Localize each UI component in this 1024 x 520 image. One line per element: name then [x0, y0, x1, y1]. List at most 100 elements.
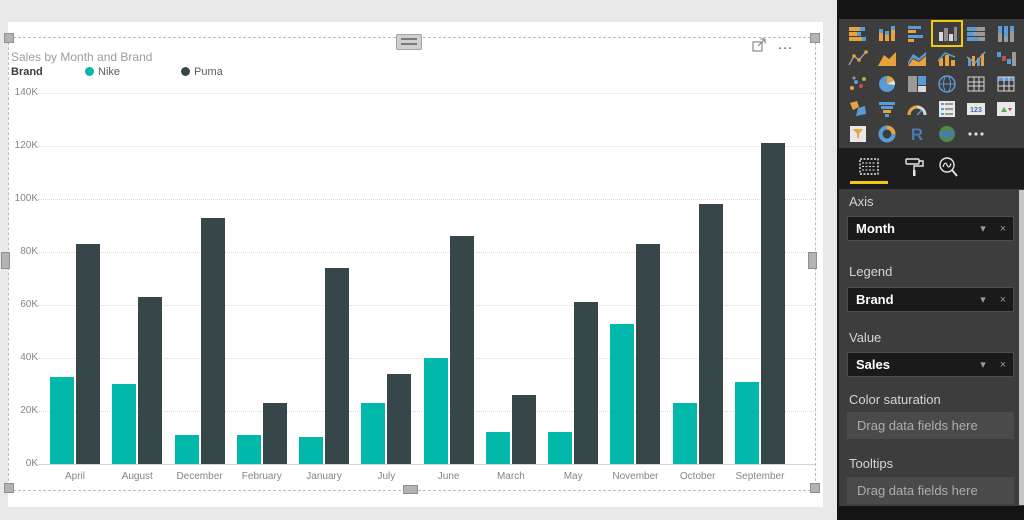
resize-handle-right[interactable] [808, 252, 817, 269]
viz-icon-matrix[interactable] [991, 71, 1021, 96]
bar-puma-january[interactable] [325, 268, 350, 464]
pane-bottom-strip [839, 506, 1024, 520]
chevron-down-icon[interactable]: ▾ [980, 359, 986, 371]
resize-handle-left[interactable] [1, 252, 10, 269]
resize-handle-top-left[interactable] [4, 33, 14, 43]
legend-title: Brand [11, 66, 43, 78]
gridline-140K [38, 93, 816, 94]
viz-icon-line-chart[interactable] [843, 46, 873, 71]
x-axis-tick: September [735, 471, 785, 482]
bar-nike-november[interactable] [610, 324, 635, 464]
bar-puma-september[interactable] [760, 143, 785, 464]
field-pill-brand[interactable]: Brand ▾ × [847, 287, 1014, 312]
more-options-icon[interactable]: … [777, 36, 795, 53]
plot-area: 0K 20K 40K 60K 80K 100K 120K 140K April August Dec… [8, 22, 823, 507]
visual-container[interactable]: … Sales by Month and Brand Brand Nike Pum… [8, 22, 823, 507]
bar-puma-february[interactable] [262, 403, 287, 464]
viz-icon-gauge[interactable] [902, 96, 932, 121]
analytics-icon [939, 156, 958, 177]
viz-icon-100-stacked-column-chart[interactable] [991, 21, 1021, 46]
viz-icon-stacked-area-chart[interactable] [902, 46, 932, 71]
x-axis-tick: December [176, 471, 223, 482]
svg-text:123: 123 [971, 107, 983, 114]
remove-field-icon[interactable]: × [999, 358, 1007, 371]
viz-icon-line-clustered-column-chart[interactable] [962, 46, 992, 71]
viz-icon-clustered-column-chart[interactable] [930, 20, 963, 47]
gridline-120K [38, 146, 816, 147]
viz-icon-card[interactable]: 123 [962, 96, 992, 121]
legend-item-nike[interactable]: Nike [85, 66, 120, 78]
resize-handle-bottom[interactable] [403, 485, 418, 494]
viz-icon-filled-map[interactable] [843, 96, 873, 121]
viz-icon-funnel-chart[interactable] [873, 96, 903, 121]
pane-top-strip [839, 0, 1024, 19]
field-pill-label: Month [856, 221, 895, 236]
viz-icon-donut-chart[interactable] [873, 121, 903, 146]
bar-nike-may[interactable] [548, 432, 573, 464]
bar-puma-june[interactable] [449, 236, 474, 464]
visual-drag-grip[interactable] [396, 34, 422, 50]
field-pill-month[interactable]: Month ▾ × [847, 216, 1014, 241]
viz-icon-scatter-chart[interactable] [843, 71, 873, 96]
bar-puma-october[interactable] [698, 204, 723, 464]
viz-icon-multi-row-card[interactable] [932, 96, 962, 121]
bar-nike-june[interactable] [423, 358, 448, 464]
viz-icon-stacked-bar-chart[interactable] [843, 21, 873, 46]
legend-dot-nike [85, 67, 94, 76]
active-tab-underline [850, 181, 888, 184]
chevron-down-icon[interactable]: ▾ [980, 223, 986, 235]
viz-icon-slicer[interactable] [843, 121, 873, 146]
bar-nike-september[interactable] [734, 382, 759, 464]
format-icon [905, 157, 924, 176]
tab-format[interactable] [898, 154, 932, 180]
bar-nike-march[interactable] [485, 432, 510, 464]
viz-icon-more-options[interactable] [962, 121, 992, 146]
viz-icon-line-stacked-column-chart[interactable] [932, 46, 962, 71]
viz-icon-table[interactable] [962, 71, 992, 96]
viz-icon-r-script-visual[interactable]: R [902, 121, 932, 146]
viz-icon-map[interactable] [932, 71, 962, 96]
bar-puma-december[interactable] [200, 218, 225, 464]
bar-nike-october[interactable] [672, 403, 697, 464]
focus-mode-icon[interactable] [752, 38, 767, 52]
field-pill-sales[interactable]: Sales ▾ × [847, 352, 1014, 377]
drop-zone-tooltips[interactable]: Drag data fields here [847, 477, 1014, 504]
field-wells: Axis Month ▾ × Legend Brand ▾ × Value Sales ▾ × Colo… [839, 189, 1024, 506]
field-pill-label: Brand [856, 292, 894, 307]
viz-icon-stacked-column-chart[interactable] [873, 21, 903, 46]
remove-field-icon[interactable]: × [999, 293, 1007, 306]
remove-field-icon[interactable]: × [999, 222, 1007, 235]
bar-nike-april[interactable] [50, 377, 74, 464]
bar-puma-november[interactable] [636, 244, 661, 464]
viz-icon-clustered-bar-chart[interactable] [902, 21, 932, 46]
viz-icon-pie-chart[interactable] [873, 71, 903, 96]
viz-icon-100-stacked-bar-chart[interactable] [962, 21, 992, 46]
bar-nike-january[interactable] [299, 437, 324, 464]
drop-zone-placeholder: Drag data fields here [857, 418, 978, 433]
bar-puma-august[interactable] [138, 297, 163, 464]
viz-icon-waterfall-chart[interactable] [991, 46, 1021, 71]
bar-nike-july[interactable] [361, 403, 386, 464]
viz-icon-kpi[interactable] [991, 96, 1021, 121]
bar-puma-july[interactable] [387, 374, 412, 464]
bar-nike-december[interactable] [174, 435, 199, 464]
tab-analytics[interactable] [932, 154, 966, 180]
resize-handle-top-right[interactable] [810, 33, 820, 43]
pane-scrollbar[interactable] [1019, 190, 1024, 505]
resize-handle-bottom-right[interactable] [810, 483, 820, 493]
x-axis-tick: November [612, 471, 659, 482]
viz-icon-arcgis-map[interactable] [932, 121, 962, 146]
legend-item-puma[interactable]: Puma [181, 66, 223, 78]
viz-icon-area-chart[interactable] [873, 46, 903, 71]
resize-handle-bottom-left[interactable] [4, 483, 14, 493]
drop-zone-color-saturation[interactable]: Drag data fields here [847, 412, 1014, 439]
tab-fields[interactable] [852, 154, 886, 180]
bar-puma-march[interactable] [511, 395, 536, 464]
bar-puma-may[interactable] [574, 302, 599, 464]
viz-icon-treemap[interactable] [902, 71, 932, 96]
bar-puma-april[interactable] [76, 244, 100, 464]
bar-nike-february[interactable] [236, 435, 261, 464]
chevron-down-icon[interactable]: ▾ [980, 294, 986, 306]
bar-nike-august[interactable] [112, 384, 137, 464]
